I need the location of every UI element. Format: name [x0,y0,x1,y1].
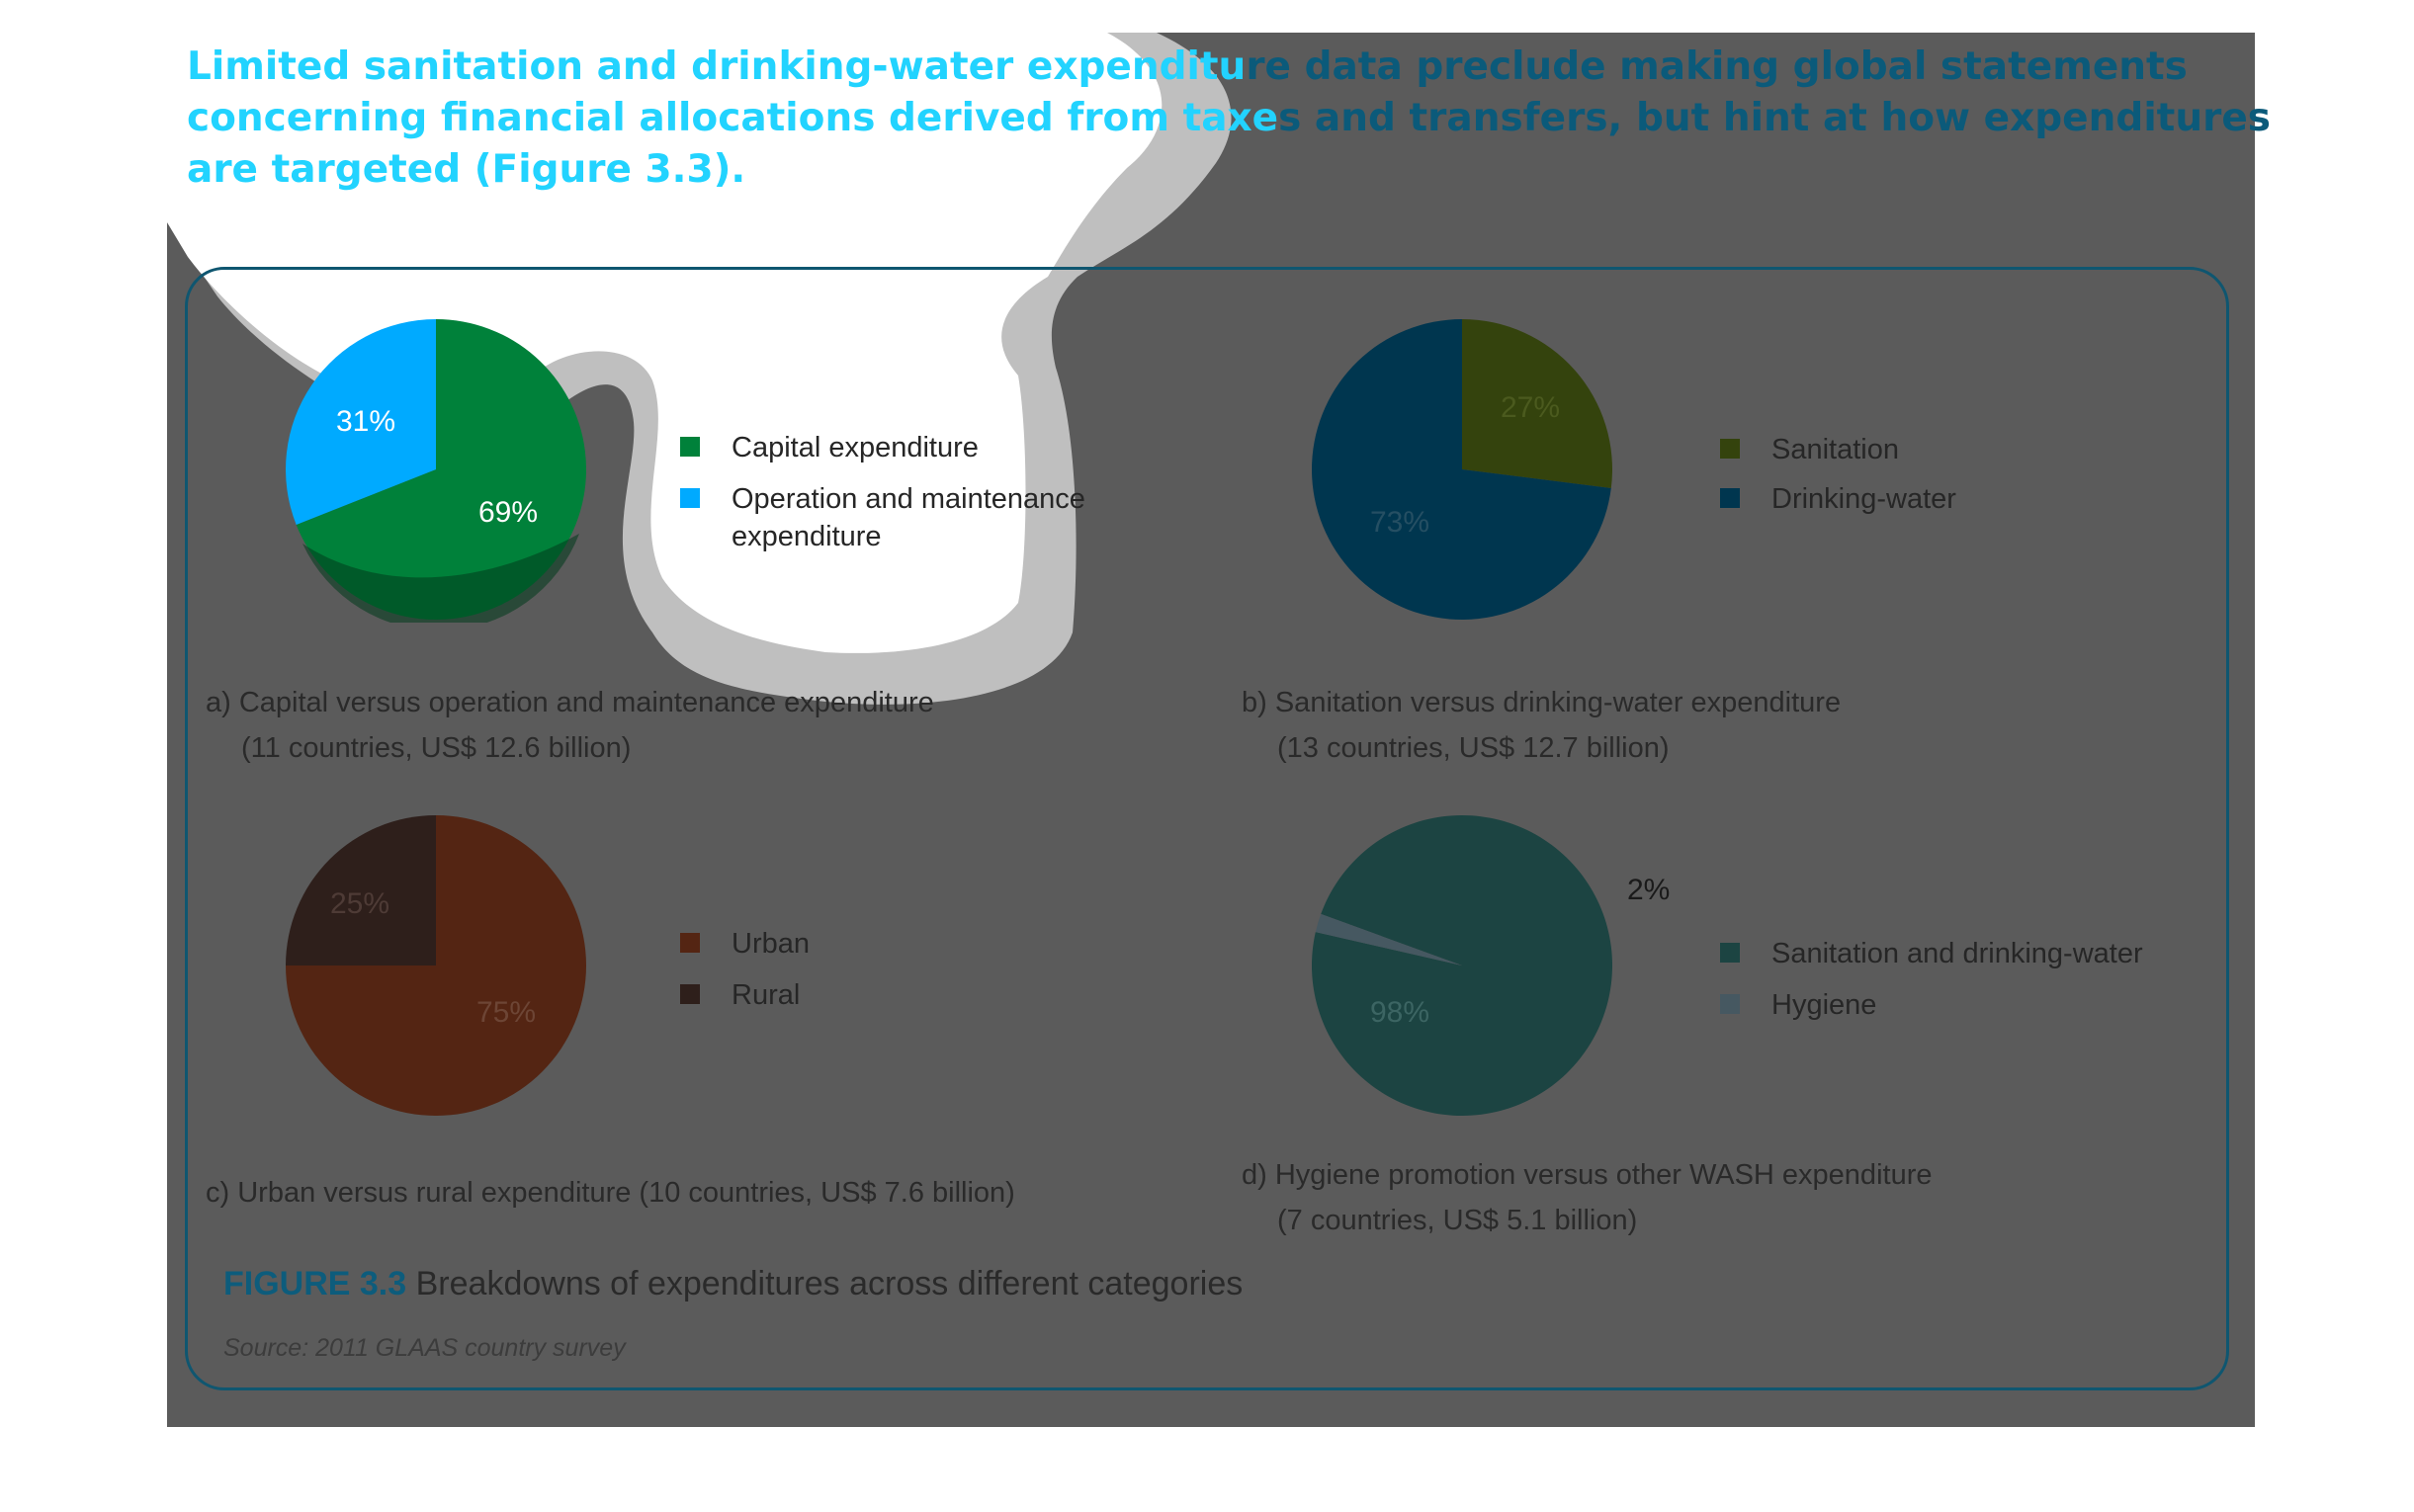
section-heading: Limited sanitation and drinking-water ex… [187,42,2271,196]
caption-d-line1: d) Hygiene promotion versus other WASH e… [1242,1159,1933,1191]
pie-c-label-rural: 25% [330,887,390,920]
pie-slice-capital-expenditure [296,319,586,620]
legend-swatch-hygiene [1720,994,1740,1014]
caption-d-line2: (7 countries, US$ 5.1 billion) [1277,1205,1638,1236]
pie-d-label-hygiene: 2% [1627,874,1671,906]
figure-frame [185,267,2229,1390]
heading-line-1: Limited sanitation and drinking-water ex… [187,44,2188,89]
pie-d-label-sanitation-water: 98% [1370,996,1430,1029]
legend-label-om: Operation and maintenance expenditure [732,480,1085,555]
legend-label-sanitation-drinking-water: Sanitation and drinking-water [1771,938,2143,969]
pie-c-label-urban: 75% [476,996,537,1029]
pie-slice-drinking-water [1312,319,1611,620]
figure-title-text: Breakdowns of expenditures across differ… [415,1265,1244,1302]
legend-swatch-urban [680,933,700,953]
legend-label-rural: Rural [732,979,801,1011]
legend-label-urban: Urban [732,928,810,960]
caption-c-line1: c) Urban versus rural expenditure (10 co… [206,1177,1015,1209]
figure-source: Source: 2011 GLAAS country survey [223,1334,626,1362]
pie-slice-rural [286,815,436,966]
caption-a: a) Capital versus operation and maintena… [206,680,934,771]
legend-label-hygiene: Hygiene [1771,989,1877,1021]
legend-swatch-sanitation-drinking-water [1720,943,1740,963]
legend-label-om-line1: Operation and maintenance [732,483,1085,515]
pie-chart-urban-vs-rural [286,815,586,1116]
legend-swatch-capital [680,437,700,457]
pie-slice-hygiene [1315,913,1462,966]
legend-label-capital: Capital expenditure [732,432,979,463]
caption-a-line1: a) Capital versus operation and maintena… [206,687,934,718]
legend-label-sanitation: Sanitation [1771,434,1899,465]
figure-title: FIGURE 3.3 Breakdowns of expenditures ac… [223,1265,1243,1303]
legend-swatch-om [680,488,700,508]
caption-c: c) Urban versus rural expenditure (10 co… [206,1170,1015,1216]
pie-slice-operation-and-maintenance-expenditure [286,319,436,525]
legend-label-drinking-water: Drinking-water [1771,483,1956,515]
caption-a-line2: (11 countries, US$ 12.6 billion) [241,732,632,764]
legend-label-om-line2: expenditure [732,521,882,552]
pie-b-label-water: 73% [1370,506,1430,539]
caption-b: b) Sanitation versus drinking-water expe… [1242,680,1841,771]
pie-chart-sanitation-vs-water [1312,319,1612,620]
caption-b-line1: b) Sanitation versus drinking-water expe… [1242,687,1842,718]
pie-a-label-om: 31% [336,405,396,438]
figure-number: FIGURE 3.3 [223,1265,407,1302]
pie-chart-hygiene-vs-wash [1312,815,1612,1116]
pie-b-label-sanitation: 27% [1501,391,1561,424]
legend-swatch-sanitation [1720,439,1740,459]
heading-line-3: are targeted (Figure 3.3). [187,147,746,192]
legend-swatch-drinking-water [1720,488,1740,508]
pie-a-shadow [302,534,579,623]
caption-b-line2: (13 countries, US$ 12.7 billion) [1277,732,1670,764]
pie-a-label-capital: 69% [478,496,539,529]
pie-chart-capital-vs-om [286,319,586,623]
caption-d: d) Hygiene promotion versus other WASH e… [1242,1152,1932,1243]
pie-slice-sanitation [1462,319,1612,489]
legend-swatch-rural [680,984,700,1004]
heading-line-2: concerning financial allocations derived… [187,96,2271,140]
